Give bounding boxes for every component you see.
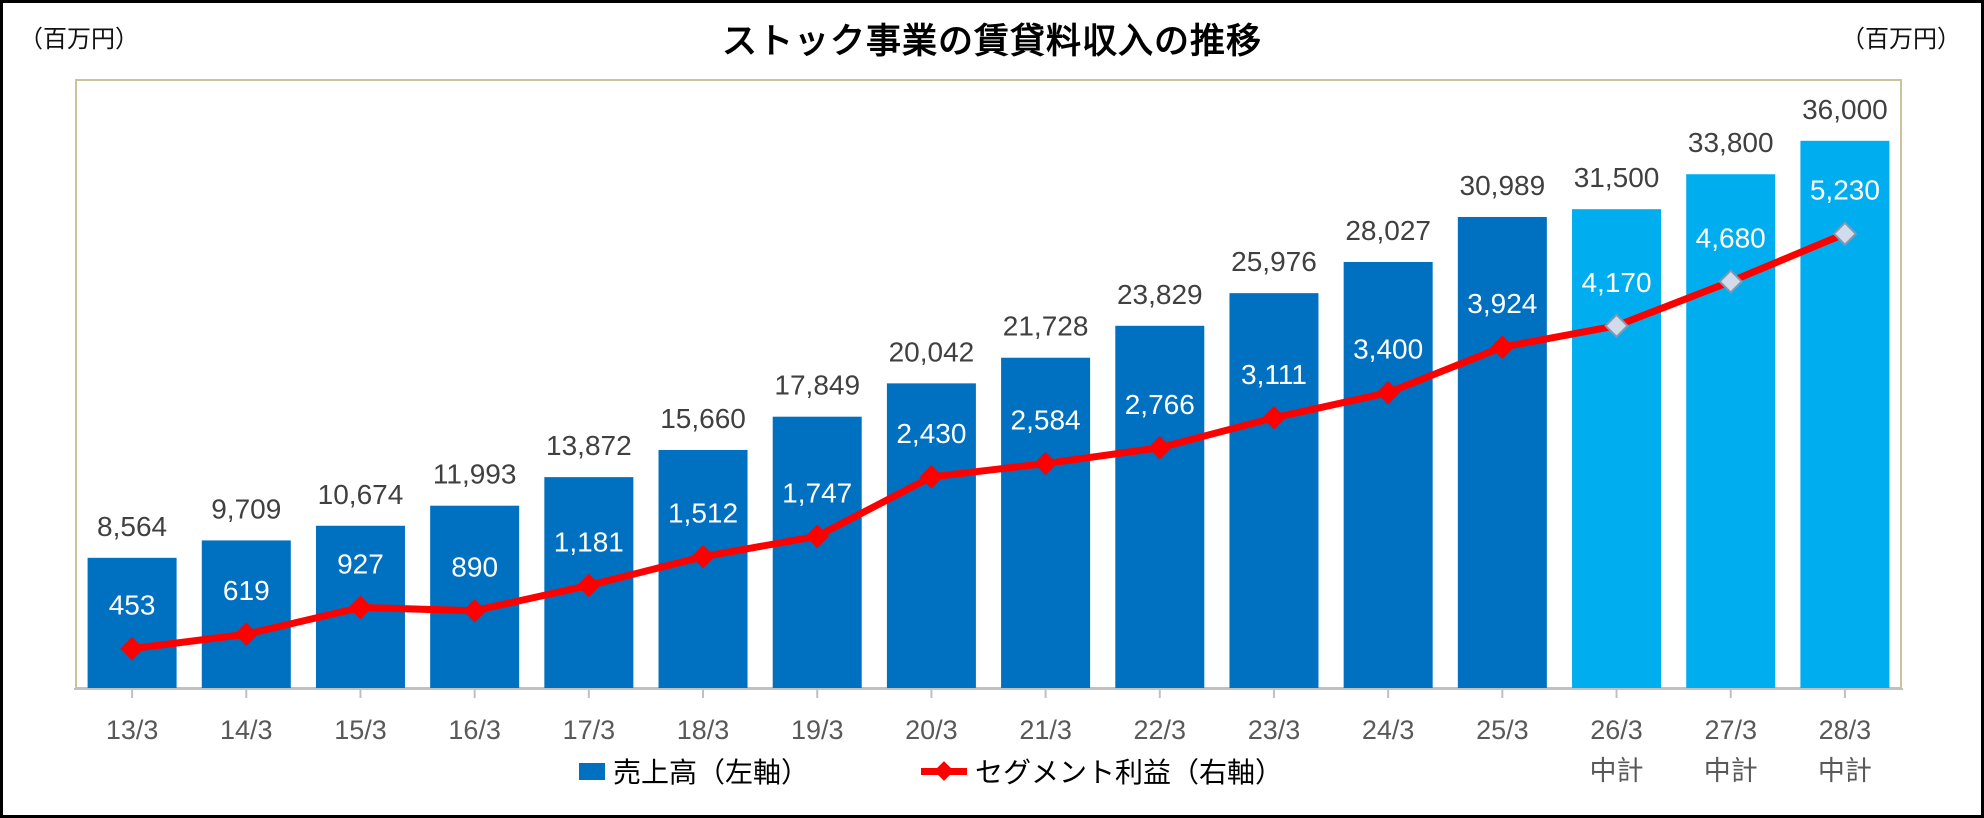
x-axis-label: 28/3 (1819, 715, 1872, 745)
profit-marker-forecast (1604, 313, 1629, 339)
profit-value-label: 4,680 (1696, 223, 1766, 254)
profit-marker (1033, 451, 1058, 476)
revenue-value-label: 25,976 (1231, 246, 1317, 277)
profit-value-label: 1,747 (782, 477, 852, 508)
revenue-bar (772, 416, 862, 688)
revenue-value-label: 21,728 (1003, 311, 1089, 342)
revenue-value-label: 36,000 (1802, 94, 1888, 125)
revenue-bar (1457, 216, 1547, 688)
profit-value-label: 5,230 (1810, 175, 1880, 206)
profit-marker (1490, 335, 1515, 359)
revenue-bar (886, 383, 976, 688)
revenue-value-label: 23,829 (1117, 279, 1203, 310)
x-axis-label: 20/3 (905, 715, 958, 745)
revenue-bar (1229, 293, 1319, 688)
x-axis-label: 25/3 (1476, 715, 1529, 745)
profit-line-marker-icon (921, 761, 967, 781)
x-axis-label: 26/3 (1590, 715, 1643, 745)
x-axis-label: 23/3 (1248, 715, 1301, 745)
revenue-value-label: 15,660 (660, 403, 746, 434)
revenue-bar (1001, 357, 1091, 688)
x-axis-sublabel: 中計 (1704, 756, 1758, 786)
profit-value-label: 3,111 (1241, 359, 1307, 390)
x-axis-label: 27/3 (1704, 715, 1757, 745)
legend-item-profit: セグメント利益（右軸） (921, 751, 1283, 791)
x-axis-label: 15/3 (334, 715, 387, 745)
revenue-value-label: 30,989 (1460, 170, 1546, 201)
x-axis-sublabel: 中計 (1590, 756, 1644, 786)
revenue-value-label: 28,027 (1345, 215, 1431, 246)
revenue-bar (87, 557, 177, 688)
x-axis-label: 13/3 (106, 715, 159, 745)
profit-marker (348, 595, 373, 620)
profit-diamond-icon (934, 761, 954, 781)
profit-marker-forecast (1832, 221, 1858, 247)
revenue-value-label: 20,042 (889, 336, 975, 367)
revenue-value-label: 11,993 (433, 459, 517, 490)
profit-marker (1376, 380, 1400, 405)
profit-value-label: 2,430 (896, 418, 966, 449)
revenue-bar (1572, 209, 1662, 688)
profit-line (128, 230, 1849, 653)
revenue-value-label: 31,500 (1574, 162, 1660, 193)
x-axis-sublabel: 中計 (1818, 756, 1872, 786)
profit-value-label: 3,400 (1353, 334, 1423, 365)
revenue-bar (430, 505, 520, 688)
legend-item-revenue: 売上高（左軸） (578, 751, 809, 791)
legend: 売上高（左軸） セグメント利益（右軸） (3, 751, 1981, 791)
legend-revenue-label: 売上高（左軸） (612, 757, 809, 788)
legend-profit-label: セグメント利益（右軸） (975, 757, 1284, 788)
profit-marker (120, 636, 144, 661)
profit-marker (577, 573, 601, 598)
x-axis-label: 24/3 (1362, 715, 1415, 745)
revenue-bar (1115, 325, 1205, 688)
revenue-value-label: 33,800 (1688, 127, 1774, 158)
profit-value-label: 1,512 (668, 498, 738, 529)
x-axis-label: 14/3 (220, 715, 273, 745)
right-axis-unit-label: （百万円） (1841, 26, 1961, 53)
revenue-value-label: 13,872 (546, 430, 632, 461)
profit-marker (919, 465, 944, 489)
profit-marker (1262, 406, 1286, 430)
revenue-bar (201, 540, 291, 688)
combo-chart: 8,564 9,709 10,674 11,993 13,872 15,660 17,849… (74, 79, 1903, 786)
profit-value-label: 927 (337, 548, 384, 579)
profit-value-label: 1,181 (554, 526, 624, 557)
x-axis-label: 21/3 (1019, 715, 1072, 745)
x-axis-label: 19/3 (791, 715, 844, 745)
profit-marker-forecast (1718, 269, 1744, 294)
revenue-value-label: 10,674 (318, 479, 404, 510)
left-axis-unit-label: （百万円） (19, 26, 139, 53)
profit-marker (1148, 436, 1172, 460)
profit-value-label: 3,924 (1467, 288, 1537, 319)
revenue-value-label: 8,564 (97, 511, 167, 542)
revenue-swatch-icon (578, 762, 605, 780)
profit-marker (234, 622, 258, 646)
x-axis-label: 17/3 (563, 715, 616, 745)
profit-marker (691, 544, 715, 569)
revenue-bar (658, 449, 748, 688)
x-axis-label: 22/3 (1134, 715, 1187, 745)
revenue-value-label: 17,849 (774, 370, 860, 401)
profit-value-label: 4,170 (1581, 267, 1651, 298)
x-axis-label: 18/3 (677, 715, 730, 745)
x-axis-label: 16/3 (448, 715, 501, 745)
profit-marker (805, 524, 829, 548)
revenue-bar (1343, 261, 1433, 688)
profit-value-label: 890 (451, 552, 498, 583)
profit-value-label: 2,766 (1125, 389, 1195, 420)
revenue-bar (1686, 174, 1776, 689)
chart-title: ストック事業の賃貸料収入の推移 (721, 22, 1262, 61)
profit-value-label: 453 (109, 590, 156, 621)
revenue-value-label: 9,709 (211, 493, 281, 524)
profit-value-label: 619 (223, 575, 270, 606)
profit-value-label: 2,584 (1011, 405, 1081, 436)
profit-marker (462, 598, 487, 623)
